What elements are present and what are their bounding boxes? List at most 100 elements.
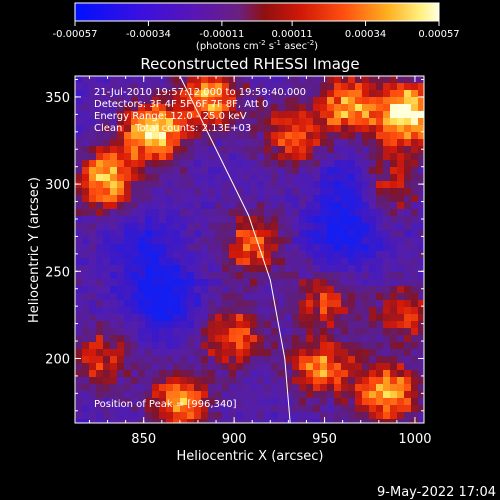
heatmap-cell [264, 419, 271, 423]
heatmap-cell [166, 167, 173, 174]
heatmap-cell [390, 286, 397, 293]
heatmap-cell [418, 342, 424, 349]
heatmap-cell [250, 132, 257, 139]
heatmap-cell [306, 405, 313, 412]
heatmap-cell [131, 307, 138, 314]
heatmap-cell [124, 244, 131, 251]
heatmap-cell [292, 83, 299, 90]
heatmap-cell [117, 370, 124, 377]
heatmap-cell [285, 300, 292, 307]
heatmap-cell [96, 167, 103, 174]
heatmap-cell [89, 132, 96, 139]
heatmap-cell [404, 223, 411, 230]
heatmap-cell [264, 300, 271, 307]
heatmap-cell [362, 293, 369, 300]
heatmap-cell [292, 244, 299, 251]
heatmap-cell [173, 167, 180, 174]
heatmap-cell [271, 244, 278, 251]
heatmap-cell [418, 377, 424, 384]
heatmap-cell [397, 160, 404, 167]
heatmap-cell [110, 167, 117, 174]
heatmap-cell [208, 167, 215, 174]
heatmap-cell [82, 118, 89, 125]
heatmap-cell [313, 146, 320, 153]
heatmap-cell [264, 146, 271, 153]
solar-limb-line [179, 76, 291, 423]
heatmap-cell [138, 223, 145, 230]
heatmap-cell [215, 97, 222, 104]
heatmap-cell [110, 293, 117, 300]
heatmap-cell [117, 377, 124, 384]
heatmap-cell [341, 272, 348, 279]
heatmap-cell [348, 202, 355, 209]
heatmap-cell [124, 321, 131, 328]
heatmap-cell [271, 363, 278, 370]
heatmap-cell [376, 202, 383, 209]
heatmap-cell [236, 237, 243, 244]
heatmap-cell [82, 202, 89, 209]
heatmap-cell [418, 405, 424, 412]
heatmap-cell [82, 363, 89, 370]
heatmap-cell [201, 83, 208, 90]
heatmap-cell [271, 188, 278, 195]
heatmap-cell [201, 90, 208, 97]
heatmap-cell [390, 335, 397, 342]
heatmap-cell [152, 251, 159, 258]
heatmap-cell [369, 83, 376, 90]
heatmap-cell [341, 321, 348, 328]
heatmap-cell [145, 230, 152, 237]
heatmap-cell [390, 174, 397, 181]
heatmap-cell [110, 174, 117, 181]
heatmap-cell [362, 419, 369, 423]
heatmap-cell [243, 160, 250, 167]
heatmap-cell [187, 244, 194, 251]
heatmap-cell [96, 412, 103, 419]
heatmap-cell [215, 300, 222, 307]
heatmap-cell [397, 391, 404, 398]
heatmap-cell [75, 111, 82, 118]
heatmap-cell [89, 209, 96, 216]
heatmap-cell [320, 104, 327, 111]
heatmap-cell [264, 307, 271, 314]
heatmap-cell [348, 286, 355, 293]
heatmap-cell [222, 97, 229, 104]
heatmap-cell [75, 160, 82, 167]
heatmap-cell [250, 335, 257, 342]
heatmap-cell [208, 279, 215, 286]
heatmap-cell [110, 97, 117, 104]
heatmap-cell [152, 377, 159, 384]
heatmap-cell [215, 174, 222, 181]
heatmap-cell [194, 370, 201, 377]
heatmap-cell [327, 258, 334, 265]
heatmap-cell [257, 370, 264, 377]
heatmap-cell [103, 174, 110, 181]
heatmap-cell [96, 237, 103, 244]
heatmap-cell [173, 398, 180, 405]
heatmap-cell [334, 76, 341, 83]
heatmap-cell [362, 328, 369, 335]
heatmap-cell [348, 398, 355, 405]
heatmap-cell [243, 300, 250, 307]
heatmap-cell [278, 412, 285, 419]
heatmap-cell [397, 83, 404, 90]
heatmap-cell [299, 398, 306, 405]
heatmap-cell [75, 209, 82, 216]
heatmap-cell [82, 384, 89, 391]
heatmap-cell [243, 412, 250, 419]
heatmap-cell [383, 216, 390, 223]
heatmap-cell [334, 391, 341, 398]
heatmap-cell [362, 104, 369, 111]
heatmap-cell [355, 139, 362, 146]
heatmap-cell [243, 181, 250, 188]
heatmap-cell [131, 314, 138, 321]
heatmap-cell [138, 146, 145, 153]
heatmap-cell [82, 195, 89, 202]
heatmap-cell [313, 216, 320, 223]
heatmap-cell [103, 363, 110, 370]
heatmap-cell [201, 118, 208, 125]
heatmap-cell [201, 300, 208, 307]
heatmap-cell [271, 160, 278, 167]
heatmap-cell [152, 139, 159, 146]
heatmap-cell [152, 300, 159, 307]
